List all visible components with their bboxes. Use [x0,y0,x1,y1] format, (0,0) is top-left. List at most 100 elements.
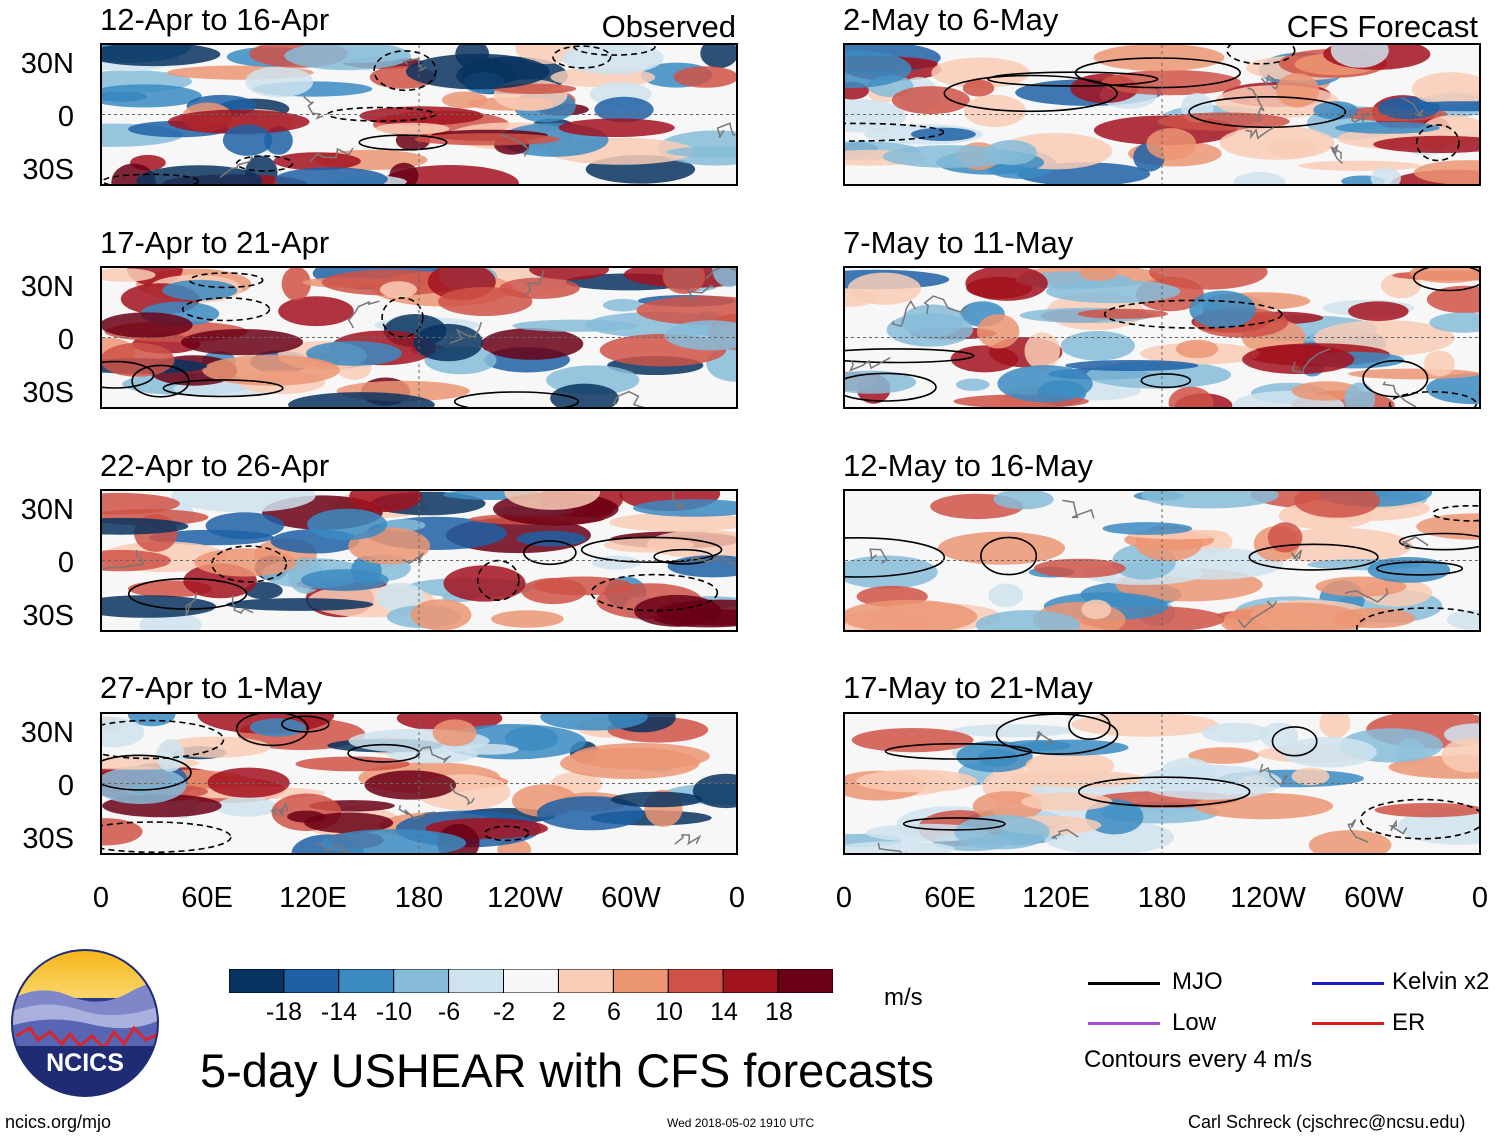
coastline [1347,819,1369,843]
shear-anomaly-blob [609,512,736,532]
ushear-field [102,714,736,853]
lon-tick-label: 60W [1344,882,1404,914]
shear-anomaly-blob [194,548,297,577]
lat-tick-label: 30N [20,271,74,303]
legend-swatch-low [1088,1022,1160,1025]
shear-anomaly-blob [856,769,978,793]
mjo-contour [845,537,946,578]
colorbar-tick-label: -6 [437,998,461,1026]
mjo-contour [573,45,656,56]
mjo-contour [884,743,1033,760]
shear-anomaly-blob [845,50,912,89]
shear-anomaly-blob [414,133,560,146]
lat-tick-label: 30S [22,377,74,409]
shear-anomaly-blob [1423,350,1455,377]
legend-swatch-er [1312,1022,1384,1025]
shear-anomaly-blob [287,810,325,823]
shear-anomaly-blob [102,84,202,108]
observed-label: Observed [601,9,736,44]
coastline [1330,143,1343,164]
shear-anomaly-blob [891,86,970,115]
mjo-contour [162,379,284,398]
mjo-contour [1226,45,1296,65]
coastline [1035,730,1054,746]
mjo-contour [995,714,1119,755]
coastline [683,284,716,302]
shear-anomaly-blob [712,268,736,288]
legend-swatch-mjo [1088,982,1160,985]
shear-anomaly-blob [1426,285,1479,314]
map-panel [100,43,738,186]
shear-anomaly-blob [558,118,675,137]
mjo-contour [580,536,723,564]
shear-anomaly-blob [1441,738,1479,773]
coastline [869,548,888,564]
lat-tick-label: 30S [22,154,74,186]
shear-anomaly-blob [910,127,976,141]
legend-label-low: Low [1172,1009,1217,1036]
shear-anomaly-blob [160,736,271,758]
mjo-contour [381,297,424,338]
shear-anomaly-blob [102,45,221,67]
shear-anomaly-blob [845,555,938,589]
shear-anomaly-blob [410,599,472,630]
shear-anomaly-blob [278,296,354,327]
coastline [231,594,254,615]
mjo-contour [1388,391,1478,407]
mjo-contour [1356,607,1479,630]
lat-tick-label: 30N [20,494,74,526]
shear-anomaly-blob [1409,268,1479,283]
ushear-field [102,491,736,630]
shear-anomaly-blob [281,268,311,301]
shear-anomaly-blob [700,45,736,69]
ushear-field [845,268,1479,407]
shear-anomaly-blob [288,392,435,407]
ncics-logo-icon: NCICS [11,949,159,1097]
shear-anomaly-blob [1281,736,1377,768]
panel-title-7: 12-May to 16-May [843,448,1093,483]
shear-anomaly-blob [636,295,736,325]
shear-anomaly-blob [1260,722,1299,750]
shear-anomaly-blob [156,739,185,772]
shear-anomaly-blob [603,298,643,312]
mjo-contour [523,540,577,566]
lon-tick-label: 60E [181,882,233,914]
shear-anomaly-blob [349,491,422,512]
ushear-field [845,45,1479,184]
colorbar-bin [338,968,395,994]
coastline [270,801,288,817]
colorbar-tick-label: 2 [552,998,566,1026]
shear-anomaly-blob [1447,610,1479,630]
shear-anomaly-blob [102,342,175,377]
shear-anomaly-blob [1065,360,1199,371]
shear-anomaly-blob [1141,491,1279,509]
coastline [716,122,736,138]
shear-anomaly-blob [1060,331,1135,361]
shear-anomaly-blob [1294,491,1380,518]
coastline [309,147,354,163]
coastline [1259,763,1289,786]
shear-anomaly-blob [937,531,1066,565]
shear-anomaly-blob [1313,101,1359,120]
mjo-contour [1248,543,1379,571]
coastline [219,155,254,178]
coastline [1062,499,1095,519]
coastline [1290,549,1303,562]
shear-anomaly-blob [405,53,550,90]
forecast-label: CFS Forecast [1286,9,1478,44]
shear-anomaly-blob [1319,714,1351,739]
coastline [1388,819,1408,835]
shear-anomaly-blob [274,167,388,184]
footer-url[interactable]: ncics.org/mjo [5,1112,112,1132]
shear-anomaly-blob [364,770,457,800]
shear-anomaly-blob [666,146,736,158]
coastline [415,746,452,764]
mjo-contour [102,360,155,389]
mjo-contour [235,714,309,747]
lon-tick-label: 60E [924,882,976,914]
lat-tick-label: 30N [20,717,74,749]
shear-anomaly-blob [845,841,955,853]
coastline [1050,829,1079,840]
shear-anomaly-blob [662,268,706,294]
mjo-contour [653,548,714,565]
